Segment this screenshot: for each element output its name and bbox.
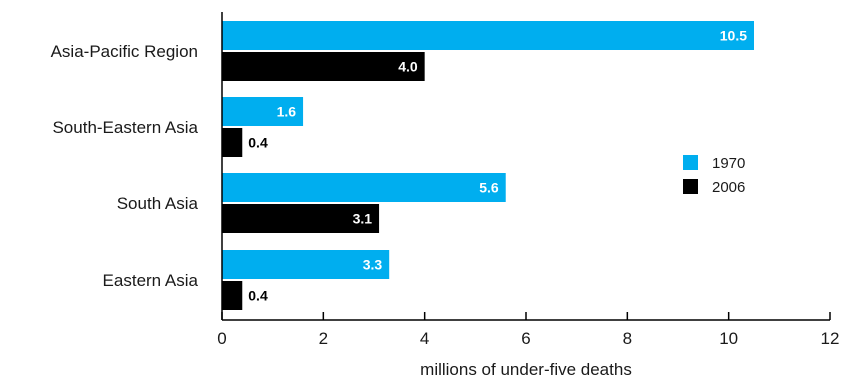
bar-1970-3 [222, 250, 390, 279]
value-label-1970-2: 5.6 [479, 180, 499, 196]
x-tick-label-6: 6 [521, 329, 530, 348]
value-label-1970-0: 10.5 [720, 28, 747, 44]
axes-group [221, 12, 831, 321]
x-axis-title: millions of under-five deaths [420, 360, 632, 379]
legend-label-1970: 1970 [712, 155, 745, 172]
value-label-2006-0: 4.0 [398, 59, 418, 75]
x-tick-label-12: 12 [821, 329, 840, 348]
bar-2006-0 [222, 52, 425, 81]
bar-1970-1 [222, 97, 304, 126]
category-label-0: Asia-Pacific Region [51, 42, 198, 61]
value-label-1970-3: 3.3 [363, 257, 383, 273]
value-label-2006-1: 0.4 [248, 135, 268, 151]
legend-swatch-2006 [683, 179, 698, 194]
bar-2006-3 [222, 281, 243, 310]
bar-2006-2 [222, 204, 380, 233]
bars-group [222, 21, 754, 310]
legend-swatch-1970 [683, 155, 698, 170]
bar-1970-2 [222, 173, 506, 202]
x-tick-label-8: 8 [623, 329, 632, 348]
bar-1970-0 [222, 21, 754, 50]
bar-2006-1 [222, 128, 243, 157]
x-tick-label-0: 0 [217, 329, 226, 348]
x-tick-label-2: 2 [319, 329, 328, 348]
value-label-2006-2: 3.1 [353, 211, 373, 227]
x-tick-label-10: 10 [719, 329, 738, 348]
legend: 1970 2006 [683, 155, 745, 196]
value-label-2006-3: 0.4 [248, 288, 268, 304]
category-label-3: Eastern Asia [103, 271, 199, 290]
labels-group: 10.5 4.0 Asia-Pacific Region 1.6 0.4 South-Ea… [51, 28, 840, 380]
category-label-1: South-Eastern Asia [52, 118, 198, 137]
category-label-2: South Asia [117, 194, 199, 213]
value-label-1970-1: 1.6 [277, 104, 297, 120]
legend-label-2006: 2006 [712, 179, 745, 196]
x-tick-label-4: 4 [420, 329, 429, 348]
